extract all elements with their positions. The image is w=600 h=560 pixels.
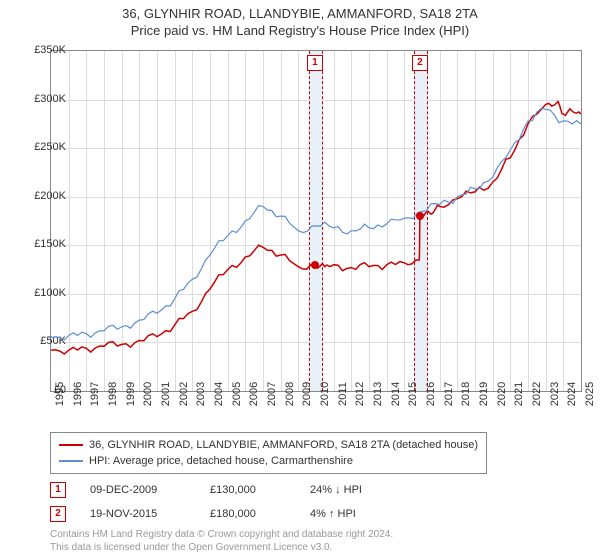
series-price_paid	[51, 102, 581, 354]
title-block: 36, GLYNHIR ROAD, LLANDYBIE, AMMANFORD, …	[0, 0, 600, 38]
sale-marker-box: 2	[412, 55, 428, 71]
chart-title: 36, GLYNHIR ROAD, LLANDYBIE, AMMANFORD, …	[0, 6, 600, 21]
sale-marker-1: 1	[50, 482, 66, 498]
sale-date: 09-DEC-2009	[90, 478, 210, 502]
sale-row: 2 19-NOV-2015 £180,000 4% ↑ HPI	[50, 502, 410, 526]
chart-container: 36, GLYNHIR ROAD, LLANDYBIE, AMMANFORD, …	[0, 0, 600, 560]
legend-item-price: 36, GLYNHIR ROAD, LLANDYBIE, AMMANFORD, …	[59, 437, 478, 453]
legend-label-hpi: HPI: Average price, detached house, Carm…	[89, 453, 353, 469]
chart-subtitle: Price paid vs. HM Land Registry's House …	[0, 23, 600, 38]
sale-diff: 4% ↑ HPI	[310, 502, 410, 526]
legend-label-price: 36, GLYNHIR ROAD, LLANDYBIE, AMMANFORD, …	[89, 437, 478, 453]
sale-marker-2: 2	[50, 506, 66, 522]
legend-swatch-price	[59, 444, 83, 446]
sale-row: 1 09-DEC-2009 £130,000 24% ↓ HPI	[50, 478, 410, 502]
legend-swatch-hpi	[59, 460, 83, 462]
sale-dot	[311, 261, 319, 269]
chart-lines	[51, 51, 581, 391]
sale-diff: 24% ↓ HPI	[310, 478, 410, 502]
legend-item-hpi: HPI: Average price, detached house, Carm…	[59, 453, 478, 469]
plot-area: 12	[50, 50, 582, 392]
footer-line-1: Contains HM Land Registry data © Crown c…	[50, 528, 393, 541]
sale-rows: 1 09-DEC-2009 £130,000 24% ↓ HPI 2 19-NO…	[50, 478, 410, 526]
sale-price: £180,000	[210, 502, 310, 526]
x-axis-label: 2025	[584, 382, 596, 406]
sale-marker-box: 1	[307, 55, 323, 71]
footer: Contains HM Land Registry data © Crown c…	[50, 528, 393, 554]
sale-date: 19-NOV-2015	[90, 502, 210, 526]
sale-price: £130,000	[210, 478, 310, 502]
series-hpi	[51, 108, 581, 340]
footer-line-2: This data is licensed under the Open Gov…	[50, 541, 393, 554]
sale-dot	[416, 212, 424, 220]
legend: 36, GLYNHIR ROAD, LLANDYBIE, AMMANFORD, …	[50, 432, 487, 474]
